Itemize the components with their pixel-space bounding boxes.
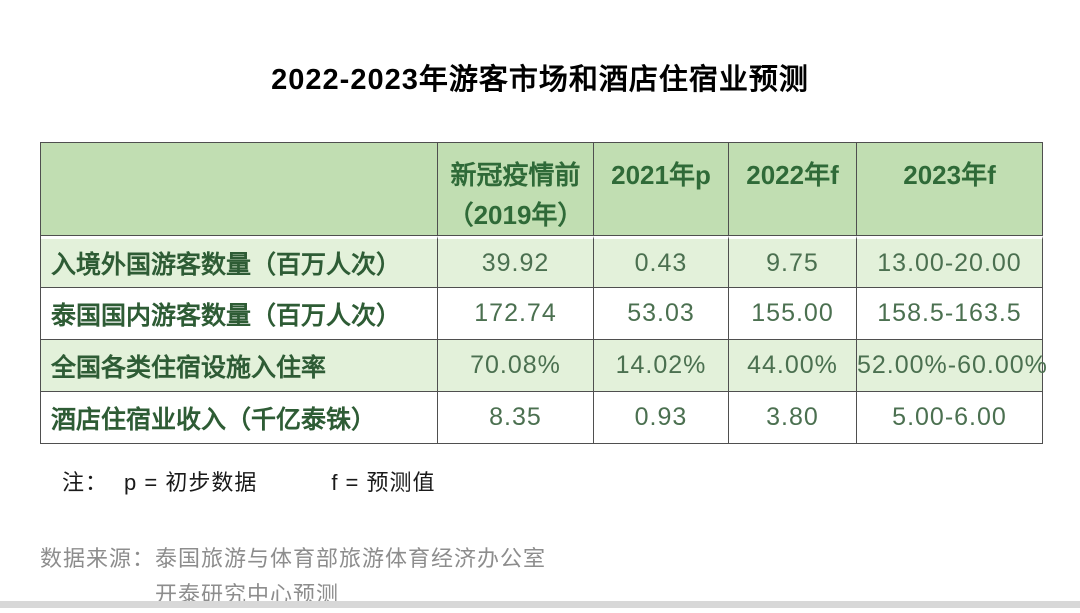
- page-title: 2022-2023年游客市场和酒店住宿业预测: [271, 64, 809, 96]
- cell-value: 39.92: [438, 236, 594, 288]
- forecast-table: 新冠疫情前 （2019年） 2021年p 2022年f 2023年f 入境外国游…: [40, 142, 1047, 444]
- table-header-row: 新冠疫情前 （2019年） 2021年p 2022年f 2023年f: [41, 143, 1043, 236]
- footnote-f-definition: f = 预测值: [331, 470, 436, 495]
- table-row-domestic-tourists: 泰国国内游客数量（百万人次） 172.74 53.03 155.00 158.5…: [41, 288, 1043, 340]
- row-label: 酒店住宿业收入（千亿泰铢）: [41, 392, 438, 444]
- row-label: 泰国国内游客数量（百万人次）: [41, 288, 438, 340]
- cell-value: 70.08%: [438, 340, 594, 392]
- cell-value: 155.00: [729, 288, 857, 340]
- header-cell-empty: [41, 143, 438, 236]
- bottom-edge-bar: [0, 601, 1080, 608]
- cell-value: 172.74: [438, 288, 594, 340]
- table-row-inbound-foreign-tourists: 入境外国游客数量（百万人次） 39.92 0.43 9.75 13.00-20.…: [41, 236, 1043, 288]
- cell-value: 52.00%-60.00%: [857, 340, 1047, 392]
- cell-value: 14.02%: [594, 340, 729, 392]
- cell-value: 3.80: [729, 392, 857, 444]
- cell-value: 158.5-163.5: [857, 288, 1043, 340]
- footnote-label: 注：: [62, 470, 109, 495]
- data-source: 数据来源： 泰国旅游与体育部旅游体育经济办公室 开泰研究中心预测: [40, 541, 1080, 613]
- footnote-p-definition: p = 初步数据: [124, 470, 258, 495]
- cell-value: 53.03: [594, 288, 729, 340]
- row-label: 全国各类住宿设施入住率: [41, 340, 438, 392]
- header-cell-pre-covid-2019: 新冠疫情前 （2019年）: [438, 143, 594, 236]
- header-cell-2022f: 2022年f: [729, 143, 857, 236]
- table-row-hotel-revenue: 酒店住宿业收入（千亿泰铢） 8.35 0.93 3.80 5.00-6.00: [41, 392, 1043, 444]
- data-source-line-1: 泰国旅游与体育部旅游体育经济办公室: [155, 546, 547, 571]
- header-cell-2023f: 2023年f: [857, 143, 1043, 236]
- cell-value: 0.93: [594, 392, 729, 444]
- cell-value: 0.43: [594, 236, 729, 288]
- cell-value: 9.75: [729, 236, 857, 288]
- cell-value: 44.00%: [729, 340, 857, 392]
- data-source-lines: 泰国旅游与体育部旅游体育经济办公室 开泰研究中心预测: [155, 541, 546, 613]
- cell-value: 13.00-20.00: [857, 236, 1043, 288]
- cell-value: 5.00-6.00: [857, 392, 1043, 444]
- table-row-occupancy-rate: 全国各类住宿设施入住率 70.08% 14.02% 44.00% 52.00%-…: [41, 340, 1047, 392]
- footnote: 注： p = 初步数据 f = 预测值: [62, 465, 1080, 497]
- cell-value: 8.35: [438, 392, 594, 444]
- header-cell-2021p: 2021年p: [594, 143, 729, 236]
- row-label: 入境外国游客数量（百万人次）: [41, 236, 438, 288]
- data-source-label: 数据来源：: [40, 546, 156, 571]
